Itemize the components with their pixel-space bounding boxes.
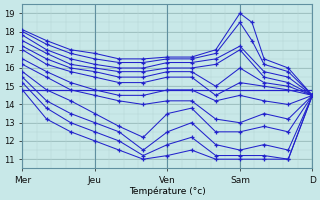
X-axis label: Température (°c): Température (°c) <box>129 186 206 196</box>
